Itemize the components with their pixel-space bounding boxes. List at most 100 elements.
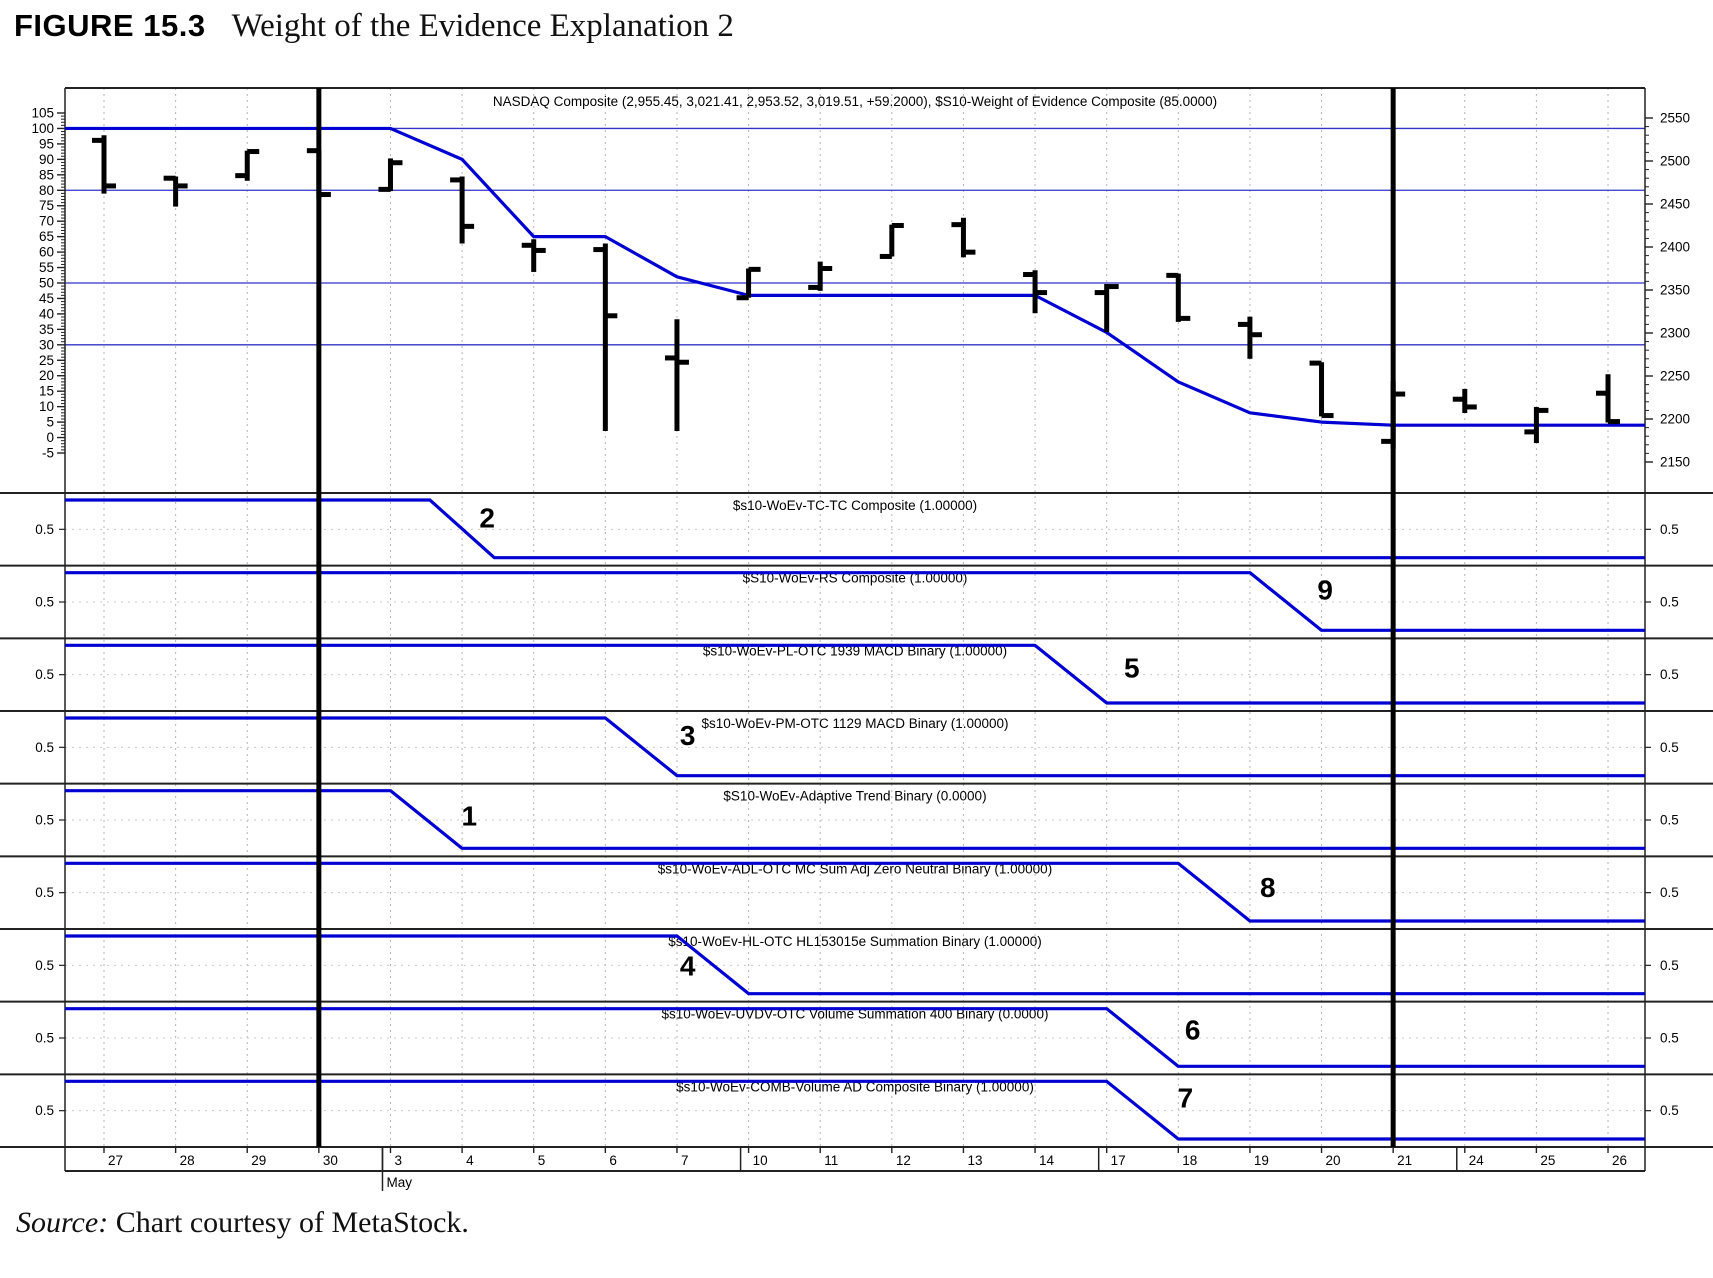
indicator-panel-8: $s10-WoEv-UVDV-OTC Volume Summation 400 … — [35, 1007, 1679, 1068]
binary-signal-line — [65, 643, 1645, 705]
right-axis-tick-label: 2300 — [1660, 326, 1690, 341]
left-axis-tick-label: 60 — [39, 245, 54, 260]
date-tick-label: 18 — [1182, 1153, 1197, 1168]
date-axis: 27 28 29 30 3 4 5 6 7 10 11 12 13 14 17 18 19 20 21 24 25 26 M… — [103, 1147, 1627, 1191]
date-tick-label: 4 — [466, 1153, 474, 1168]
ohlc-bar-14 — [1023, 270, 1048, 314]
ohlc-bar-6 — [593, 243, 618, 432]
source-line: Source: Chart courtesy of MetaStock. — [16, 1206, 469, 1240]
panel-title: $s10-WoEv-HL-OTC HL153015e Summation Bin… — [668, 934, 1041, 949]
left-axis: 1051009590858075706560555045403530252015… — [31, 106, 65, 460]
panel-title: $S10-WoEv-RS Composite (1.00000) — [743, 571, 968, 586]
right-axis-tick-label: 2400 — [1660, 240, 1690, 255]
panel-half-label-right: 0.5 — [1660, 1103, 1679, 1118]
panel-title: $s10-WoEv-TC-TC Composite (1.00000) — [733, 498, 977, 513]
source-text: Chart courtesy of MetaStock. — [108, 1206, 469, 1239]
binary-signal-line — [65, 1079, 1645, 1141]
date-tick-label: 13 — [967, 1153, 982, 1168]
left-axis-tick-label: 10 — [39, 399, 54, 414]
ohlc-bar-29 — [235, 149, 260, 181]
panel-half-label-left: 0.5 — [35, 813, 54, 828]
ohlc-bar-4 — [450, 176, 475, 244]
left-axis-tick-label: 5 — [46, 415, 54, 430]
left-axis-tick-label: 0 — [46, 430, 54, 445]
date-tick-label: 3 — [394, 1153, 402, 1168]
ohlc-bar-20 — [1309, 360, 1334, 419]
date-tick-label: 5 — [538, 1153, 546, 1168]
left-axis-tick-label: 105 — [31, 106, 54, 121]
date-tick-label: 6 — [609, 1153, 617, 1168]
date-tick-label: 30 — [323, 1153, 338, 1168]
composite-line — [65, 126, 1645, 427]
binary-signal-line — [65, 716, 1645, 778]
panel-half-label-right: 0.5 — [1660, 522, 1679, 537]
left-axis-tick-label: 45 — [39, 291, 54, 306]
panel-half-label-right: 0.5 — [1660, 813, 1679, 828]
panel-half-label-left: 0.5 — [35, 1103, 54, 1118]
right-axis-tick-label: 2200 — [1660, 412, 1690, 427]
panel-half-label-right: 0.5 — [1660, 595, 1679, 610]
month-label: May — [386, 1175, 412, 1190]
panel-half-label-right: 0.5 — [1660, 958, 1679, 973]
date-tick-label: 29 — [251, 1153, 266, 1168]
indicator-panel-3: $s10-WoEv-PL-OTC 1939 MACD Binary (1.000… — [35, 643, 1679, 705]
panel-half-label-left: 0.5 — [35, 595, 54, 610]
annotation-number-8: 8 — [1260, 872, 1276, 903]
panel-half-label-right: 0.5 — [1660, 1031, 1679, 1046]
ohlc-bar-3 — [378, 158, 403, 192]
figure-number-label: FIGURE 15.3 — [14, 8, 206, 43]
right-axis-tick-label: 2550 — [1660, 111, 1690, 126]
date-tick-label: 7 — [681, 1153, 689, 1168]
right-axis-tick-label: 2500 — [1660, 154, 1690, 169]
ohlc-bar-13 — [951, 217, 976, 258]
panel-title: $s10-WoEv-UVDV-OTC Volume Summation 400 … — [662, 1007, 1049, 1022]
panel-half-label-left: 0.5 — [35, 667, 54, 682]
indicator-panel-1: $s10-WoEv-TC-TC Composite (1.00000) 0.5 0.… — [35, 498, 1679, 560]
left-axis-tick-label: 90 — [39, 152, 54, 167]
figure-header: FIGURE 15.3 Weight of the Evidence Expla… — [14, 8, 734, 45]
panel-half-label-right: 0.5 — [1660, 885, 1679, 900]
date-tick-label: 14 — [1039, 1153, 1055, 1168]
date-tick-label: 11 — [824, 1153, 838, 1168]
left-axis-tick-label: 95 — [39, 136, 54, 151]
annotation-number-1: 1 — [461, 801, 477, 832]
binary-signal-line — [65, 1007, 1645, 1068]
ohlc-bar-24 — [1452, 388, 1477, 413]
binary-signal-line — [65, 789, 1645, 850]
left-axis-tick-label: 50 — [39, 275, 54, 290]
panel-half-label-right: 0.5 — [1660, 667, 1679, 682]
left-axis-tick-label: 55 — [39, 260, 54, 275]
binary-signal-line — [65, 934, 1645, 996]
annotation-number-7: 7 — [1178, 1083, 1194, 1114]
date-tick-label: 10 — [753, 1153, 768, 1168]
panel-half-label-left: 0.5 — [35, 885, 54, 900]
left-axis-tick-label: 20 — [39, 368, 54, 383]
figure-caption: Weight of the Evidence Explanation 2 — [231, 8, 734, 44]
annotation-number-2: 2 — [479, 503, 495, 534]
left-axis-tick-label: 15 — [39, 384, 54, 399]
left-axis-tick-label: 25 — [39, 353, 54, 368]
date-tick-label: 28 — [180, 1153, 195, 1168]
binary-signal-line — [65, 498, 1645, 560]
annotation-number-6: 6 — [1185, 1014, 1201, 1045]
panel-title: $s10-WoEv-ADL-OTC MC Sum Adj Zero Neutra… — [658, 861, 1052, 876]
main-chart-title: NASDAQ Composite (2,955.45, 3,021.41, 2,… — [493, 94, 1217, 109]
panel-half-label-left: 0.5 — [35, 522, 54, 537]
panel-half-label-left: 0.5 — [35, 740, 54, 755]
left-axis-tick-label: 85 — [39, 167, 54, 182]
indicator-panel-9: $s10-WoEv-COMB-Volume AD Composite Binar… — [35, 1079, 1679, 1141]
indicator-panel-5: $S10-WoEv-Adaptive Trend Binary (0.0000)… — [35, 789, 1679, 850]
left-axis-tick-label: 35 — [39, 322, 54, 337]
frame-layer — [0, 87, 1713, 1172]
ohlc-bar-12 — [879, 223, 904, 259]
date-tick-label: 27 — [108, 1153, 123, 1168]
panel-title: $s10-WoEv-PM-OTC 1129 MACD Binary (1.000… — [701, 716, 1008, 731]
annotation-number-4: 4 — [680, 950, 696, 981]
right-axis-tick-label: 2350 — [1660, 283, 1690, 298]
indicator-panel-6: $s10-WoEv-ADL-OTC MC Sum Adj Zero Neutra… — [35, 861, 1679, 923]
right-axis: 2550 2500 2450 2400 2350 2300 2250 2200 2150 — [1645, 111, 1690, 470]
source-prefix: Source: — [16, 1206, 109, 1239]
panel-title: $s10-WoEv-COMB-Volume AD Composite Binar… — [676, 1079, 1034, 1094]
annotation-number-9: 9 — [1317, 575, 1333, 606]
panel-title: $s10-WoEv-PL-OTC 1939 MACD Binary (1.000… — [703, 643, 1007, 658]
